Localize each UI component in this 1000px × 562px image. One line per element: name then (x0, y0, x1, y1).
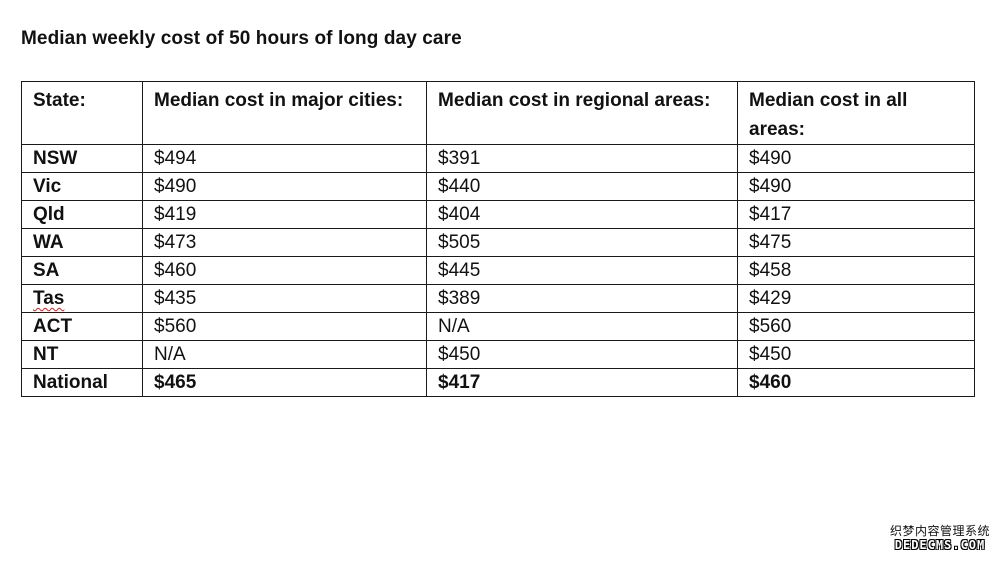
table-row: NT N/A $450 $450 (21, 340, 975, 369)
all-areas-cell: $475 (737, 228, 975, 257)
all-areas-cell: $450 (737, 340, 975, 369)
state-cell: Qld (21, 200, 143, 229)
all-areas-cell: $429 (737, 284, 975, 313)
header-state: State: (21, 81, 143, 145)
all-areas-cell: $490 (737, 144, 975, 173)
major-cities-cell: $460 (142, 256, 427, 285)
regional-areas-cell: $450 (426, 340, 738, 369)
all-areas-cell: $417 (737, 200, 975, 229)
table-row: Vic $490 $440 $490 (21, 172, 975, 201)
regional-areas-cell: N/A (426, 312, 738, 341)
major-cities-cell: $560 (142, 312, 427, 341)
state-cell: Vic (21, 172, 143, 201)
watermark: 织梦内容管理系统 DEDECMS.COM (890, 524, 990, 552)
table-row: ACT $560 N/A $560 (21, 312, 975, 341)
major-cities-cell: $494 (142, 144, 427, 173)
state-cell: SA (21, 256, 143, 285)
state-label-spellcheck: Tas (33, 288, 65, 309)
major-cities-cell: $419 (142, 200, 427, 229)
all-areas-cell: $460 (737, 368, 975, 397)
major-cities-cell: $490 (142, 172, 427, 201)
state-cell: WA (21, 228, 143, 257)
regional-areas-cell: $391 (426, 144, 738, 173)
regional-areas-cell: $445 (426, 256, 738, 285)
watermark-text-en: DEDECMS.COM (894, 538, 986, 552)
state-cell: ACT (21, 312, 143, 341)
major-cities-cell: $473 (142, 228, 427, 257)
all-areas-cell: $490 (737, 172, 975, 201)
state-cell: NT (21, 340, 143, 369)
table-row: NSW $494 $391 $490 (21, 144, 975, 173)
major-cities-cell: $435 (142, 284, 427, 313)
table-header-row: State: Median cost in major cities: Medi… (21, 81, 975, 145)
table-row-national: National $465 $417 $460 (21, 368, 975, 397)
watermark-text-cn: 织梦内容管理系统 (889, 524, 990, 538)
header-regional-areas: Median cost in regional areas: (426, 81, 738, 145)
regional-areas-cell: $440 (426, 172, 738, 201)
state-cell: NSW (21, 144, 143, 173)
header-all-areas: Median cost in all areas: (737, 81, 975, 145)
page-title: Median weekly cost of 50 hours of long d… (21, 28, 462, 49)
state-cell: Tas (21, 284, 143, 313)
table-row: WA $473 $505 $475 (21, 228, 975, 257)
table-row: Qld $419 $404 $417 (21, 200, 975, 229)
cost-table: State: Median cost in major cities: Medi… (21, 81, 975, 397)
header-major-cities: Median cost in major cities: (142, 81, 427, 145)
regional-areas-cell: $404 (426, 200, 738, 229)
major-cities-cell: N/A (142, 340, 427, 369)
regional-areas-cell: $417 (426, 368, 738, 397)
state-cell: National (21, 368, 143, 397)
regional-areas-cell: $505 (426, 228, 738, 257)
table-row: Tas $435 $389 $429 (21, 284, 975, 313)
regional-areas-cell: $389 (426, 284, 738, 313)
all-areas-cell: $458 (737, 256, 975, 285)
all-areas-cell: $560 (737, 312, 975, 341)
table-row: SA $460 $445 $458 (21, 256, 975, 285)
major-cities-cell: $465 (142, 368, 427, 397)
